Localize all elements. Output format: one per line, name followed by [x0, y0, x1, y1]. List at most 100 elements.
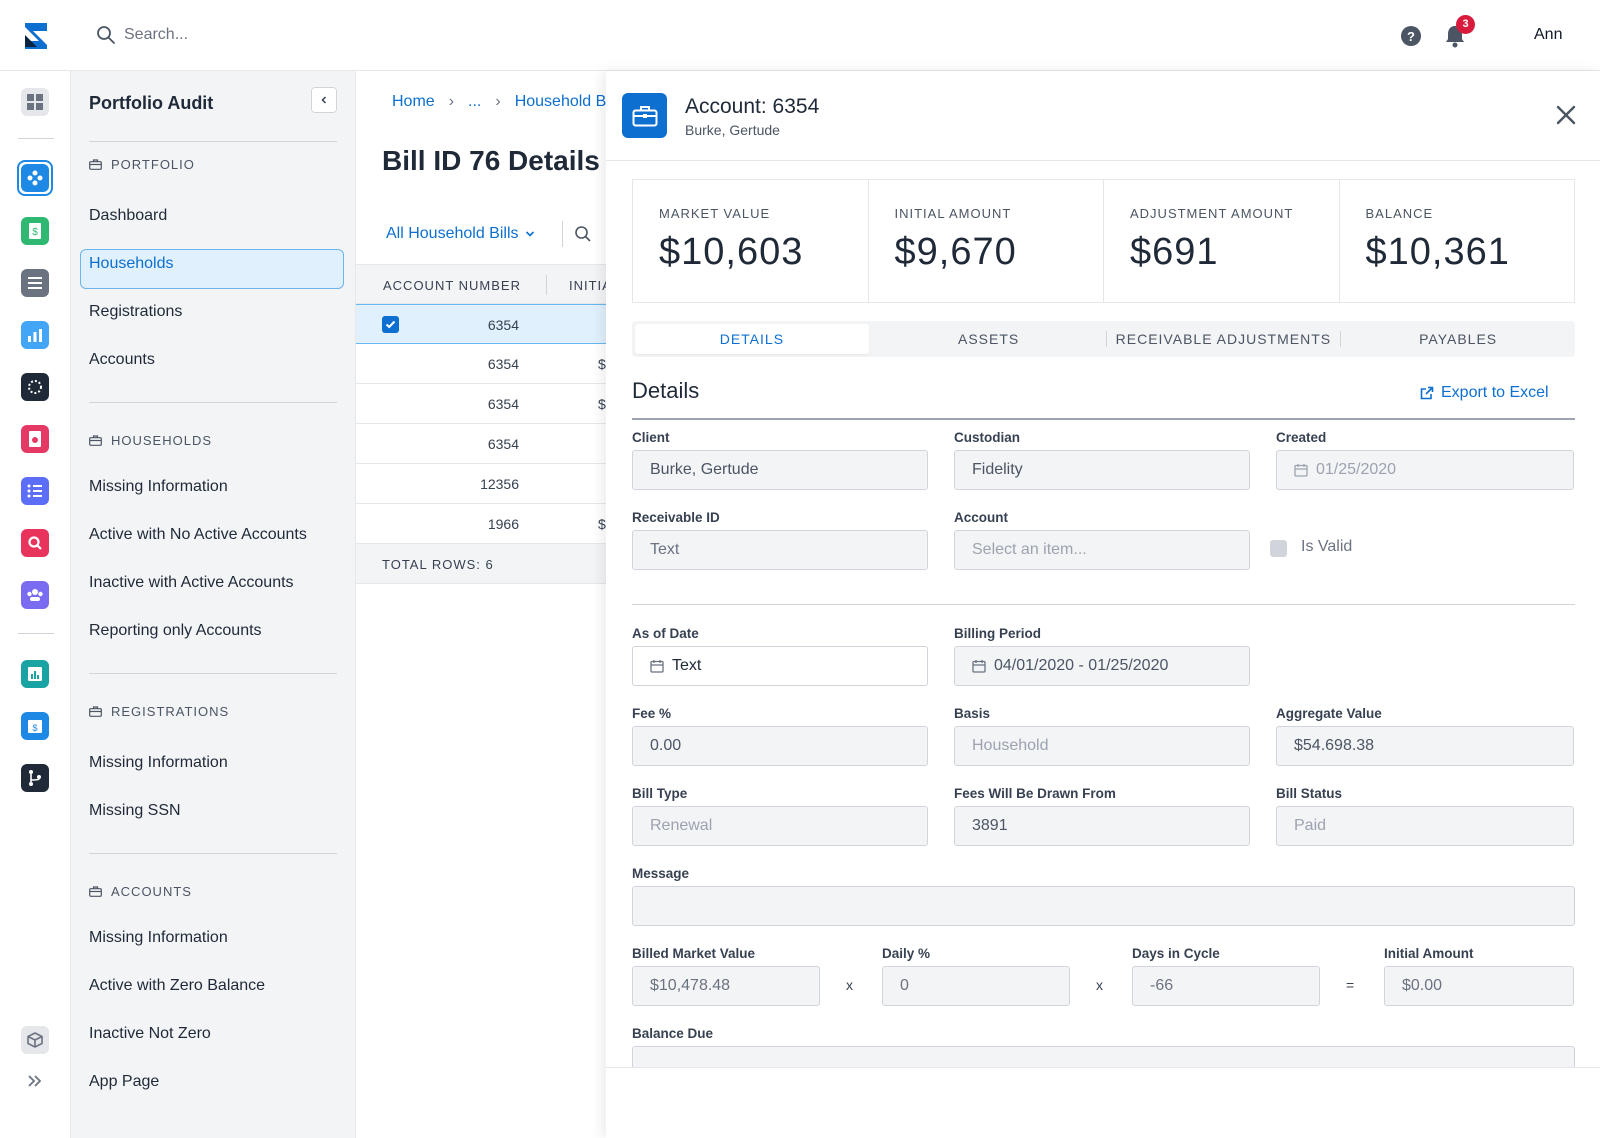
table-row[interactable]: 12356: [356, 464, 606, 504]
package-icon[interactable]: [21, 1026, 49, 1054]
sidebar-item-registrations[interactable]: Registrations: [89, 303, 183, 320]
grid-app-icon[interactable]: [21, 88, 49, 116]
sidebar-item-households[interactable]: Households: [89, 255, 174, 272]
sliders-app-icon[interactable]: [21, 269, 49, 297]
billing-app-icon[interactable]: $: [21, 217, 49, 245]
breadcrumb-home[interactable]: Home: [392, 93, 435, 110]
is-valid-checkbox[interactable]: [1270, 540, 1287, 557]
equals-operator: =: [1346, 977, 1355, 993]
summary-stats: MARKET VALUE $10,603 INITIAL AMOUNT $9,6…: [632, 179, 1575, 303]
table-row[interactable]: 1966 $: [356, 504, 606, 544]
panel-subtitle: Burke, Gertude: [685, 122, 780, 138]
search-app-icon[interactable]: [21, 529, 49, 557]
cell-account-number: 6354: [487, 317, 519, 333]
basis-label: Basis: [954, 706, 991, 721]
daily-pct-field[interactable]: 0: [882, 966, 1070, 1006]
sidebar-item-active-zero-balance[interactable]: Active with Zero Balance: [89, 977, 266, 994]
account-label: Account: [954, 510, 1008, 525]
calendar-billing-app-icon[interactable]: $: [21, 712, 49, 740]
initial-amount-label: Initial Amount: [1384, 946, 1474, 961]
aggregate-value-field[interactable]: $54.698.38: [1276, 726, 1574, 766]
account-select[interactable]: Select an item...: [954, 530, 1250, 570]
secondary-sidebar: Portfolio Audit PORTFOLIO Dashboard Hous…: [71, 71, 356, 1138]
page-title: Bill ID 76 Details: [382, 145, 600, 176]
close-icon[interactable]: [1555, 104, 1577, 126]
search-icon[interactable]: [574, 225, 592, 243]
fee-pct-field[interactable]: 0.00: [632, 726, 928, 766]
table-row[interactable]: 6354: [356, 304, 606, 344]
sidebar-item-hh-missing-information[interactable]: Missing Information: [89, 478, 228, 495]
sidebar-item-dashboard[interactable]: Dashboard: [89, 207, 168, 224]
help-icon[interactable]: ?: [1400, 25, 1422, 47]
bill-status-field[interactable]: Paid: [1276, 806, 1574, 846]
bill-status-label: Bill Status: [1276, 786, 1343, 801]
app-logo[interactable]: [17, 17, 55, 55]
as-of-date-field[interactable]: Text: [632, 646, 928, 686]
export-to-excel-link[interactable]: Export to Excel: [1420, 384, 1549, 402]
client-field[interactable]: Burke, Gertude: [632, 450, 928, 490]
briefcase-icon: [89, 435, 102, 446]
external-link-icon: [1420, 386, 1434, 400]
top-bar: ? 3 Ann: [0, 0, 1600, 71]
user-menu[interactable]: Ann: [1534, 26, 1563, 43]
sidebar-item-missing-ssn[interactable]: Missing SSN: [89, 802, 181, 819]
custodian-field[interactable]: Fidelity: [954, 450, 1250, 490]
daily-pct-label: Daily %: [882, 946, 931, 961]
sidebar-item-acct-missing-information[interactable]: Missing Information: [89, 929, 228, 946]
portfolio-audit-app-icon[interactable]: [21, 164, 49, 192]
sidebar-item-reporting-only-accounts[interactable]: Reporting only Accounts: [89, 622, 262, 639]
column-account-number[interactable]: ACCOUNT NUMBER: [383, 278, 521, 293]
tab-receivable-adjustments[interactable]: RECEIVABLE ADJUSTMENTS: [1115, 331, 1332, 347]
bill-type-field[interactable]: Renewal: [632, 806, 928, 846]
sidebar-item-inactive-not-zero[interactable]: Inactive Not Zero: [89, 1025, 211, 1042]
sidebar-item-active-no-active-accounts[interactable]: Active with No Active Accounts: [89, 526, 307, 543]
chevron-right-icon: ›: [495, 93, 501, 110]
report-app-icon[interactable]: [21, 660, 49, 688]
tab-assets[interactable]: ASSETS: [958, 331, 1020, 347]
section-accounts: ACCOUNTS: [89, 884, 192, 899]
billing-period-field[interactable]: 04/01/2020 - 01/25/2020: [954, 646, 1250, 686]
basis-field[interactable]: Household: [954, 726, 1250, 766]
created-field[interactable]: 01/25/2020: [1276, 450, 1574, 490]
table-row[interactable]: 6354: [356, 424, 606, 464]
sidebar-item-reg-missing-information[interactable]: Missing Information: [89, 754, 228, 771]
notification-badge: 3: [1456, 15, 1475, 34]
cell-account-number: 6354: [487, 356, 519, 372]
section-registrations: REGISTRATIONS: [89, 704, 229, 719]
receivable-id-field[interactable]: Text: [632, 530, 928, 570]
message-field[interactable]: [632, 886, 1575, 926]
team-app-icon[interactable]: [21, 581, 49, 609]
breadcrumb-household-bills[interactable]: Household Bills: [514, 93, 606, 110]
analytics-app-icon[interactable]: [21, 321, 49, 349]
initial-amount-field[interactable]: $0.00: [1384, 966, 1574, 1006]
column-initial-amount[interactable]: INITIAL AMOUNT: [569, 278, 606, 293]
bill-filter-dropdown[interactable]: All Household Bills: [386, 225, 535, 243]
table-footer: TOTAL ROWS: 6: [356, 544, 606, 584]
cell-account-number: 6354: [487, 396, 519, 412]
table-row[interactable]: 6354 $: [356, 344, 606, 384]
branch-app-icon[interactable]: [21, 764, 49, 792]
breadcrumb-ellipsis[interactable]: ...: [468, 93, 482, 110]
billed-market-value-field[interactable]: $10,478.48: [632, 966, 820, 1006]
loading-app-icon[interactable]: [21, 373, 49, 401]
tab-payables[interactable]: PAYABLES: [1419, 331, 1498, 347]
sidebar-item-inactive-with-active-accounts[interactable]: Inactive with Active Accounts: [89, 574, 294, 591]
collapse-sidebar-button[interactable]: [311, 87, 337, 113]
document-app-icon[interactable]: [21, 425, 49, 453]
expand-rail-icon[interactable]: [21, 1067, 49, 1095]
stat-balance: BALANCE $10,361: [1365, 206, 1510, 273]
row-checkbox[interactable]: [382, 316, 399, 333]
tab-details[interactable]: DETAILS: [635, 324, 869, 354]
cell-account-number: 1966: [487, 516, 519, 532]
fees-drawn-from-field[interactable]: 3891: [954, 806, 1250, 846]
sidebar-item-accounts[interactable]: Accounts: [89, 351, 155, 368]
search-input[interactable]: [124, 22, 424, 48]
svg-text:$: $: [32, 723, 37, 733]
days-in-cycle-field[interactable]: -66: [1132, 966, 1320, 1006]
section-title: Details: [632, 378, 700, 403]
checklist-app-icon[interactable]: [21, 477, 49, 505]
cell-initial-amount: $: [598, 516, 606, 532]
sidebar-item-app-page[interactable]: App Page: [89, 1073, 160, 1090]
balance-due-label: Balance Due: [632, 1026, 714, 1041]
table-row[interactable]: 6354 $: [356, 384, 606, 424]
